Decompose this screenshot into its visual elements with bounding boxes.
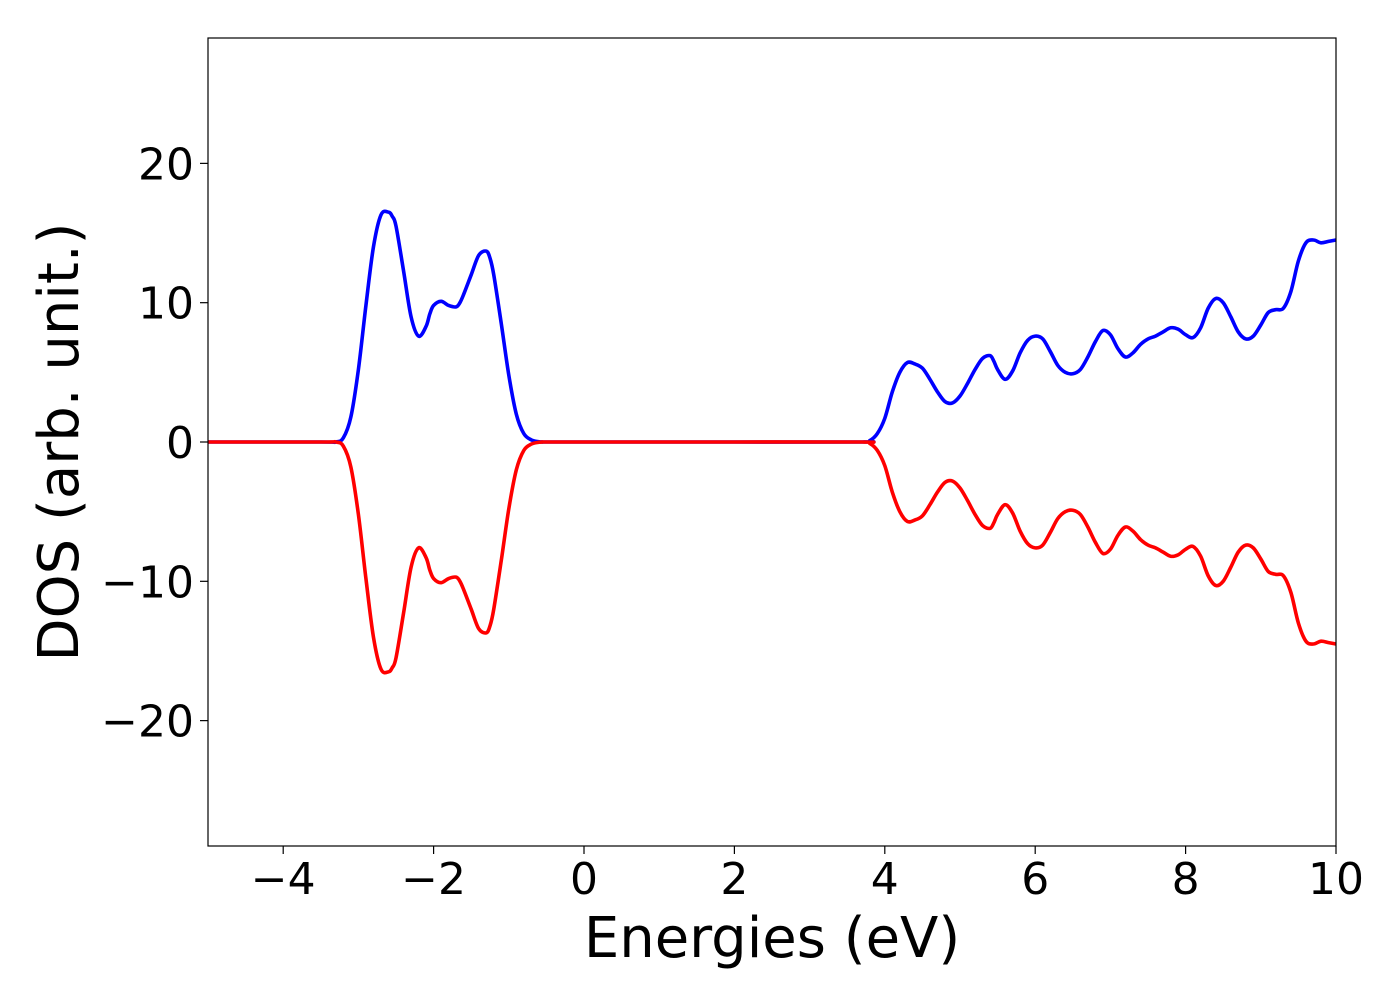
y-tick-label: 0 xyxy=(166,418,194,469)
y-axis-ticks: −20 −10 0 10 20 xyxy=(101,139,208,748)
x-tick-label: −2 xyxy=(401,854,466,905)
y-axis-label: DOS (arb. unit.) xyxy=(27,222,92,661)
y-tick-label: 20 xyxy=(138,139,194,190)
x-tick-label: 6 xyxy=(1021,854,1049,905)
x-axis-label: Energies (eV) xyxy=(584,906,960,971)
spin-up-dos-line xyxy=(208,209,1337,445)
y-tick-label: −20 xyxy=(101,697,194,748)
spin-down-dos-line xyxy=(208,439,1337,675)
series-layer xyxy=(208,209,1337,675)
x-tick-label: 10 xyxy=(1308,854,1364,905)
x-axis-ticks: −4 −2 0 2 4 6 8 10 xyxy=(251,846,1364,905)
x-tick-label: 4 xyxy=(871,854,899,905)
y-tick-label: 10 xyxy=(138,279,194,330)
x-tick-label: 2 xyxy=(720,854,748,905)
x-tick-label: 0 xyxy=(570,854,598,905)
x-tick-label: −4 xyxy=(251,854,316,905)
y-tick-label: −10 xyxy=(101,557,194,608)
x-tick-label: 8 xyxy=(1172,854,1200,905)
